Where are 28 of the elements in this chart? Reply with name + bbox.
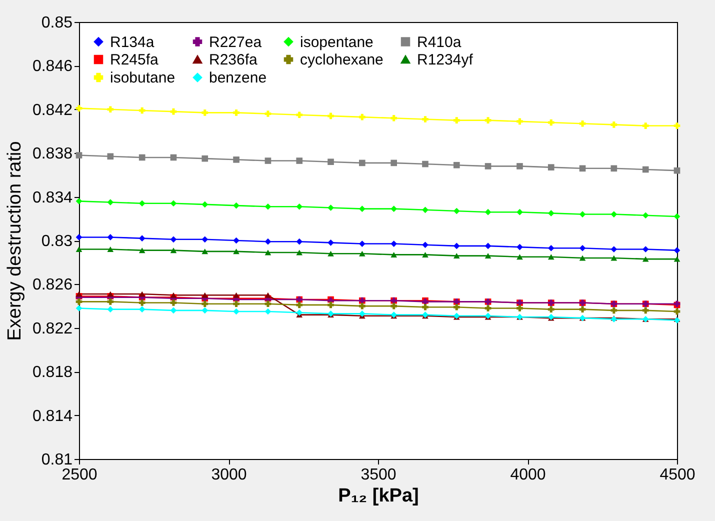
- legend-label: isobutane: [110, 70, 176, 86]
- legend-label: R410a: [417, 34, 462, 51]
- legend-label: R236fa: [209, 52, 258, 68]
- y-tick-label: 0.81: [41, 452, 73, 468]
- y-tick-label: 0.826: [32, 276, 73, 294]
- x-axis-title: P₁₂ [kPa]: [338, 486, 419, 506]
- y-tick-label: 0.822: [32, 320, 73, 338]
- y-tick-label: 0.818: [32, 364, 73, 382]
- legend-label: R134a: [110, 34, 155, 51]
- y-tick-label: 0.83: [41, 233, 73, 250]
- x-tick-label: 4000: [510, 466, 546, 484]
- y-tick-label: 0.842: [32, 102, 73, 119]
- y-axis-title: Exergy destruction ratio: [4, 141, 26, 341]
- x-tick-label: 3000: [211, 466, 247, 484]
- x-tick-label: 3500: [360, 466, 396, 484]
- legend-label: isopentane: [300, 34, 374, 51]
- legend-label: R227ea: [209, 34, 262, 51]
- x-tick-label: 2500: [62, 466, 98, 484]
- x-tick-label: 4500: [660, 466, 696, 484]
- y-tick-label: 0.838: [32, 146, 73, 163]
- y-tick-label: 0.846: [32, 58, 73, 76]
- legend-label: R245fa: [110, 52, 160, 68]
- y-tick-label: 0.85: [41, 14, 73, 32]
- y-tick-label: 0.834: [32, 189, 73, 206]
- legend-label: R1234yf: [417, 52, 474, 68]
- legend-label: cyclohexane: [300, 52, 384, 68]
- legend-label: benzene: [209, 70, 267, 86]
- y-tick-label: 0.814: [32, 408, 73, 425]
